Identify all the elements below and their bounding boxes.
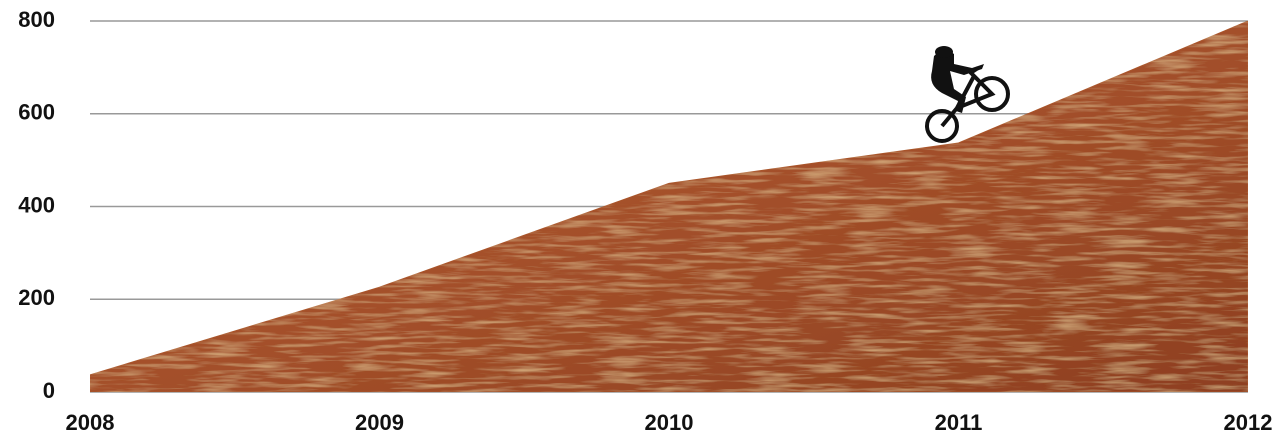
- y-tick-label: 200: [18, 285, 55, 310]
- y-tick-label: 400: [18, 192, 55, 217]
- helmet: [935, 46, 953, 58]
- plot: [89, 20, 1249, 393]
- wheel: [925, 109, 959, 143]
- area: [89, 20, 1249, 393]
- y-tick-label: 800: [18, 7, 55, 32]
- y-tick-label: 0: [43, 378, 55, 403]
- x-tick-label: 2012: [1224, 410, 1273, 435]
- rider-body: [931, 50, 984, 113]
- y-tick-label: 600: [18, 100, 55, 125]
- x-tick-label: 2008: [66, 410, 115, 435]
- x-tick-label: 2009: [355, 410, 404, 435]
- x-tick-label: 2010: [645, 410, 694, 435]
- wheel: [974, 76, 1010, 112]
- cyclist-icon: [925, 46, 1010, 143]
- x-tick-label: 2011: [935, 410, 983, 435]
